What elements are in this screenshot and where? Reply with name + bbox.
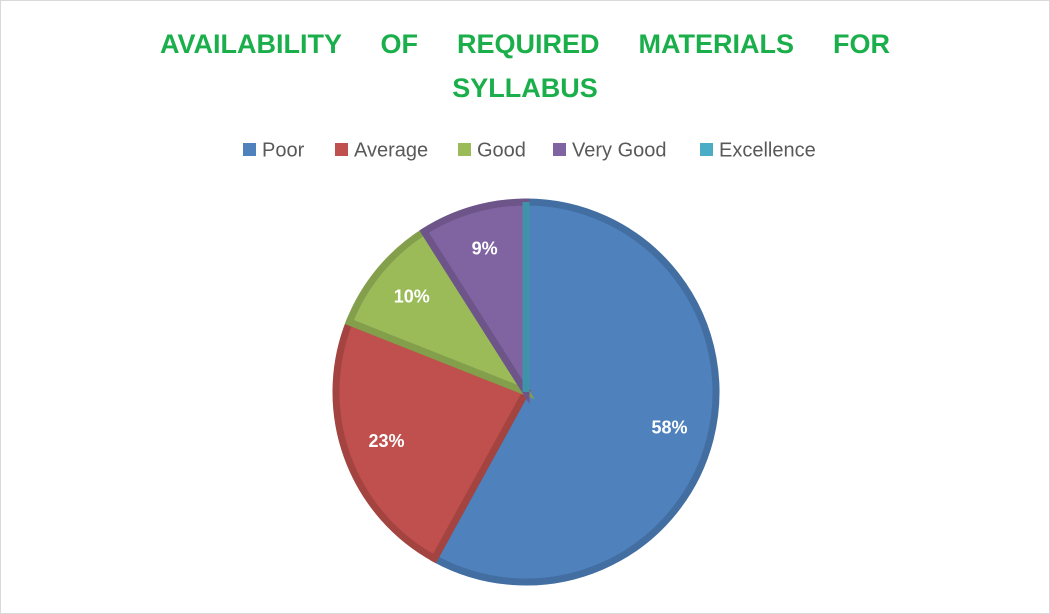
legend-label: Good (477, 139, 526, 161)
legend-swatch (335, 143, 348, 156)
legend-label: Excellence (719, 139, 816, 161)
pie-slice (419, 198, 530, 405)
legend-swatch (458, 143, 471, 156)
data-label: 9% (472, 238, 498, 258)
data-label: 58% (652, 418, 688, 438)
legend-label: Very Good (572, 139, 667, 161)
pie-slice (332, 317, 531, 564)
legend-swatch (700, 143, 713, 156)
legend-swatch (553, 143, 566, 156)
chart-title: AVAILABILITY OF REQUIRED MATERIALS FOR S… (160, 29, 890, 103)
pie-slice (344, 226, 535, 400)
pie-slice (429, 198, 720, 586)
legend-label: Poor (262, 139, 305, 161)
data-label: 10% (394, 286, 430, 306)
legend-label: Average (354, 139, 428, 161)
data-label: 23% (369, 431, 405, 451)
legend-swatch (243, 143, 256, 156)
